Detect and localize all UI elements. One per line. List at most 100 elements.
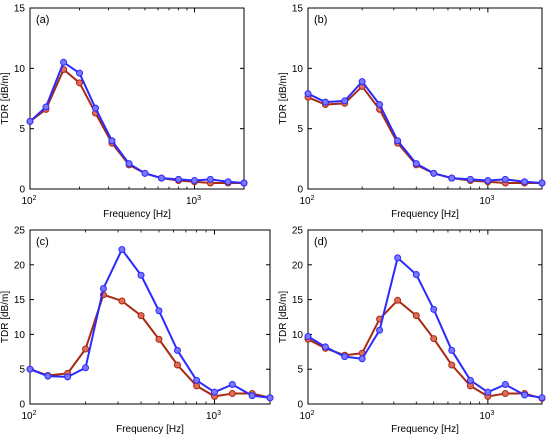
- data-point-blue: [304, 332, 312, 340]
- data-point-blue: [206, 175, 214, 183]
- y-tick-label: 5: [19, 124, 25, 135]
- data-point-blue: [448, 346, 456, 354]
- y-tick-label: 10: [292, 330, 304, 341]
- y-tick-label: 15: [292, 295, 304, 306]
- x-axis-label: Frequency [Hz]: [103, 209, 171, 220]
- panel-label: (b): [314, 14, 327, 26]
- data-point-blue: [358, 355, 366, 363]
- data-point-blue: [321, 98, 329, 106]
- series-line-blue: [29, 61, 245, 184]
- panel-label: (c): [36, 236, 49, 248]
- series-line-red: [29, 68, 244, 184]
- y-axis-label: TDR [dB/m]: [0, 72, 11, 124]
- data-point-blue: [466, 376, 474, 384]
- y-tick-label: 10: [292, 64, 304, 75]
- data-point-blue: [501, 381, 509, 389]
- data-point-red: [394, 296, 402, 304]
- y-tick-label: 5: [297, 365, 303, 376]
- y-tick-label: 5: [297, 124, 303, 135]
- data-point-blue: [118, 245, 126, 253]
- data-point-blue: [304, 90, 312, 98]
- data-point-blue: [501, 175, 509, 183]
- data-point-blue: [64, 373, 72, 381]
- data-point-blue: [26, 117, 34, 125]
- y-tick-label: 15: [14, 295, 26, 306]
- y-tick-label: 15: [292, 4, 304, 15]
- data-point-blue: [137, 271, 145, 279]
- data-point-red: [155, 335, 163, 343]
- y-axis-label: TDR [dB/m]: [278, 72, 289, 124]
- y-tick-label: 25: [14, 226, 26, 237]
- chart-panel: 0 5 10 15 20 25 102 103 Frequency [Hz] TDR [dB/m]…: [278, 226, 546, 435]
- chart-panel: 0 5 10 15 102 103 Frequency [Hz] TDR [dB/m] (b): [278, 4, 546, 220]
- data-point-blue: [341, 353, 349, 361]
- data-point-blue: [521, 178, 529, 186]
- data-point-blue: [82, 364, 90, 372]
- data-point-blue: [538, 394, 546, 402]
- y-tick-label: 20: [292, 260, 304, 271]
- axes-frame: [29, 229, 271, 405]
- data-point-blue: [91, 104, 99, 112]
- y-tick-label: 0: [19, 400, 25, 411]
- data-point-blue: [430, 169, 438, 177]
- x-tick-label: 102: [299, 410, 314, 422]
- data-point-blue: [193, 376, 201, 384]
- x-tick-label: 102: [21, 195, 36, 207]
- x-axis-label: Frequency [Hz]: [391, 424, 459, 435]
- data-point-blue: [358, 78, 366, 86]
- data-point-blue: [210, 388, 218, 396]
- data-point-blue: [190, 177, 198, 185]
- data-point-blue: [412, 160, 420, 168]
- data-point-blue: [341, 97, 349, 105]
- axes-frame: [29, 7, 245, 190]
- data-point-blue: [538, 179, 546, 187]
- y-tick-label: 0: [297, 400, 303, 411]
- x-tick-label: 103: [479, 195, 494, 207]
- data-point-red: [412, 312, 420, 320]
- data-point-blue: [42, 103, 50, 111]
- y-tick-label: 5: [19, 365, 25, 376]
- data-point-blue: [266, 394, 274, 402]
- y-tick-label: 15: [14, 4, 26, 15]
- panel-label: (d): [314, 236, 327, 248]
- data-point-blue: [108, 137, 116, 145]
- data-point-blue: [60, 58, 68, 66]
- y-tick-label: 20: [14, 260, 26, 271]
- data-point-blue: [228, 381, 236, 389]
- y-axis-label: TDR [dB/m]: [0, 291, 11, 343]
- data-point-red: [501, 390, 509, 398]
- data-point-blue: [430, 305, 438, 313]
- data-point-blue: [448, 174, 456, 182]
- y-tick-label: 10: [14, 330, 26, 341]
- data-point-blue: [484, 388, 492, 396]
- series-line-blue: [307, 80, 543, 184]
- data-point-blue: [521, 391, 529, 399]
- data-point-red: [76, 79, 84, 87]
- data-point-blue: [44, 372, 52, 380]
- data-point-blue: [125, 160, 133, 168]
- data-point-red: [82, 345, 90, 353]
- data-point-red: [228, 390, 236, 398]
- y-tick-label: 0: [19, 185, 25, 196]
- data-point-blue: [394, 254, 402, 262]
- data-point-blue: [412, 271, 420, 279]
- data-point-blue: [484, 177, 492, 185]
- data-point-blue: [376, 101, 384, 109]
- data-point-blue: [240, 179, 248, 187]
- data-point-blue: [155, 307, 163, 315]
- axes-frame: [307, 229, 543, 405]
- y-tick-label: 10: [14, 64, 26, 75]
- data-point-red: [173, 361, 181, 369]
- data-point-blue: [157, 174, 165, 182]
- data-point-blue: [248, 392, 256, 400]
- panel-label: (a): [36, 14, 49, 26]
- y-axis-label: TDR [dB/m]: [278, 291, 289, 343]
- data-point-red: [137, 312, 145, 320]
- data-point-blue: [376, 326, 384, 334]
- data-point-blue: [175, 175, 183, 183]
- data-point-blue: [141, 169, 149, 177]
- chart-panel: 0 5 10 15 20 25 102 103 Frequency [Hz] TDR [dB/m]…: [0, 226, 274, 435]
- x-tick-label: 103: [479, 410, 494, 422]
